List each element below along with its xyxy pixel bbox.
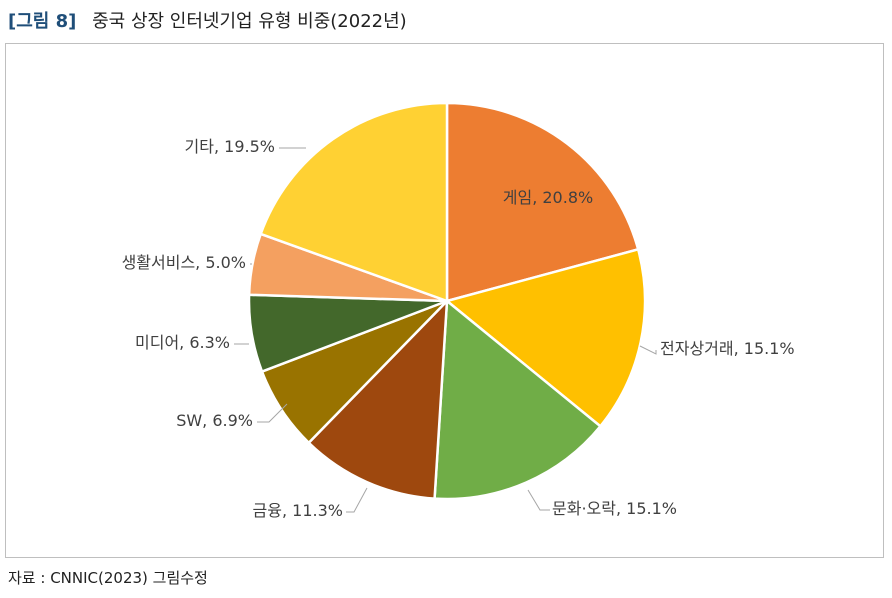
pie-slice-4	[307, 299, 449, 500]
leader-line-5	[257, 403, 288, 423]
leader-line-2	[639, 345, 657, 355]
source-note: 자료 : CNNIC(2023) 그림수정	[8, 569, 208, 587]
data-label-7: 생활서비스, 5.0%	[122, 253, 246, 272]
data-label-1: 게임, 20.8%	[503, 188, 593, 207]
pie-chart: 게임, 20.8% 전자상거래, 15.1% 문화·오락, 15.1% 금융, 11.…	[122, 101, 795, 520]
pie-slice-2	[445, 248, 647, 428]
figure-title: [그림 8] 중국 상장 인터넷기업 유형 비중(2022년)	[8, 10, 407, 34]
pie-slice-8	[259, 101, 449, 303]
chart-frame: 게임, 20.8% 전자상거래, 15.1% 문화·오락, 15.1% 금융, 11.…	[5, 43, 884, 558]
data-label-5: SW, 6.9%	[176, 411, 253, 430]
pie-slice-1	[445, 101, 640, 303]
pie-slice-3	[433, 299, 602, 501]
data-label-6: 미디어, 6.3%	[135, 333, 230, 352]
leader-line-3	[527, 489, 550, 511]
data-label-4: 금융, 11.3%	[253, 501, 343, 520]
data-label-2: 전자상거래, 15.1%	[660, 339, 795, 358]
leader-line-4	[346, 487, 368, 513]
figure-name: 중국 상장 인터넷기업 유형 비중(2022년)	[92, 11, 407, 32]
figure-number: [그림 8]	[8, 11, 77, 32]
data-label-3: 문화·오락, 15.1%	[552, 499, 677, 518]
data-label-8: 기타, 19.5%	[185, 137, 275, 156]
